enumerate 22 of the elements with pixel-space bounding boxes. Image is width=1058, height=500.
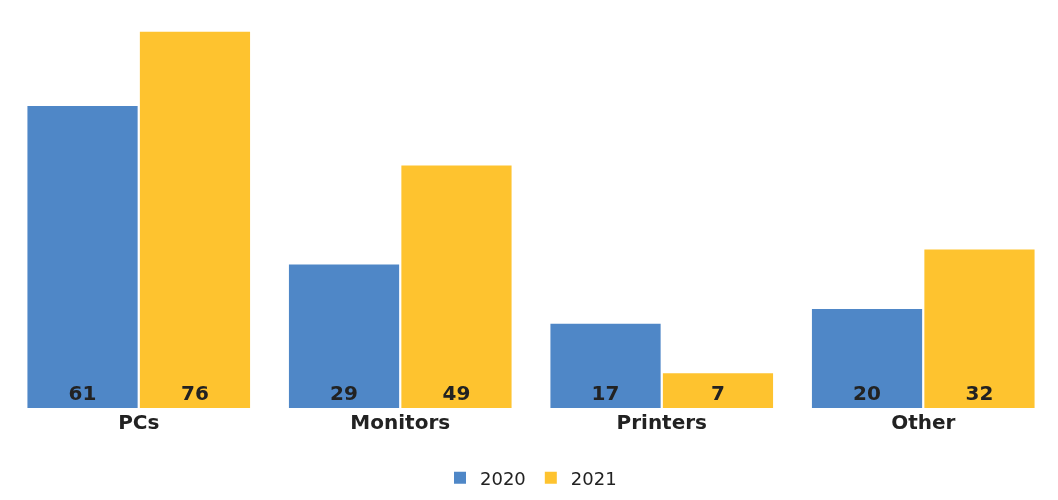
data-label: 29 [330,381,358,405]
data-label: 7 [711,381,725,405]
legend-label: 2021 [570,467,617,489]
bar [288,264,400,408]
bar [27,106,138,408]
data-label: 32 [965,381,994,405]
x-tick-label: PCs [118,410,160,434]
legend-label: 2020 [480,467,526,489]
x-tick-label: Printers [616,410,708,434]
bar [139,31,251,408]
bar [401,165,512,408]
data-label: 17 [591,381,620,405]
x-tick-label: Monitors [350,410,451,434]
bar [924,249,1035,408]
x-tick-label: Other [891,410,956,434]
data-label: 20 [853,381,881,405]
data-label: 49 [442,381,471,405]
bar [550,323,661,408]
data-label: 76 [181,381,209,405]
bar [811,309,923,408]
data-label: 61 [68,381,97,405]
bar [662,373,774,408]
